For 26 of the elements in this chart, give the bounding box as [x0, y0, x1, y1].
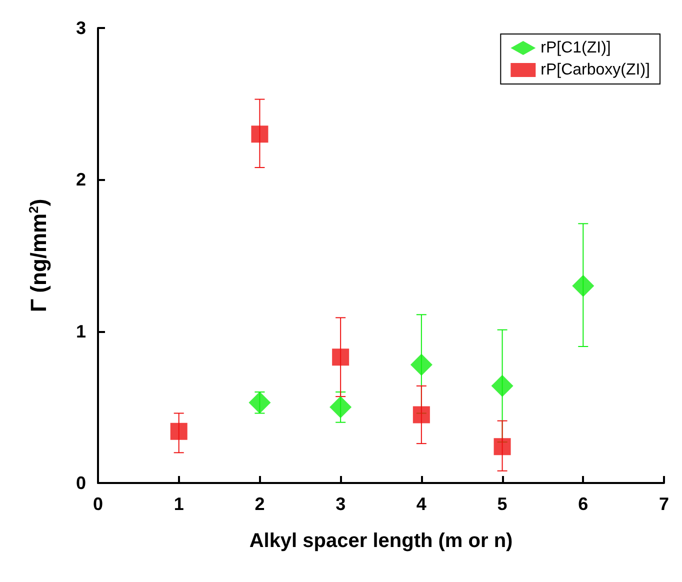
- x-tick-label: 7: [658, 494, 670, 514]
- point: [491, 374, 514, 397]
- y-tick-label: 0: [76, 473, 86, 493]
- x-tick-label: 5: [497, 494, 508, 514]
- point: [410, 354, 432, 376]
- point: [251, 126, 268, 143]
- x-axis-title: Alkyl spacer length (m or n): [249, 530, 513, 552]
- point: [332, 348, 350, 366]
- point: [170, 422, 188, 440]
- x-tick-label: 4: [416, 494, 426, 514]
- y-axis-title: Γ (ng/mm2): [26, 198, 51, 312]
- legend-label: rP[C1(ZI)]: [540, 40, 611, 56]
- y-tick-label: 2: [76, 170, 86, 190]
- x-tick-label: 1: [174, 494, 184, 514]
- point: [248, 392, 271, 414]
- point: [412, 406, 430, 424]
- x-tick-label: 6: [578, 494, 588, 514]
- x-tick-label: 0: [92, 494, 104, 514]
- point: [572, 274, 594, 297]
- y-tick-label: 1: [76, 321, 86, 342]
- x-tick-label: 2: [254, 494, 265, 514]
- y-tick-label: 3: [76, 18, 86, 38]
- x-tick-label: 3: [336, 494, 346, 514]
- point: [494, 438, 511, 456]
- legend-label: rP[Carboxy(ZI)]: [540, 62, 650, 78]
- point: [330, 396, 352, 418]
